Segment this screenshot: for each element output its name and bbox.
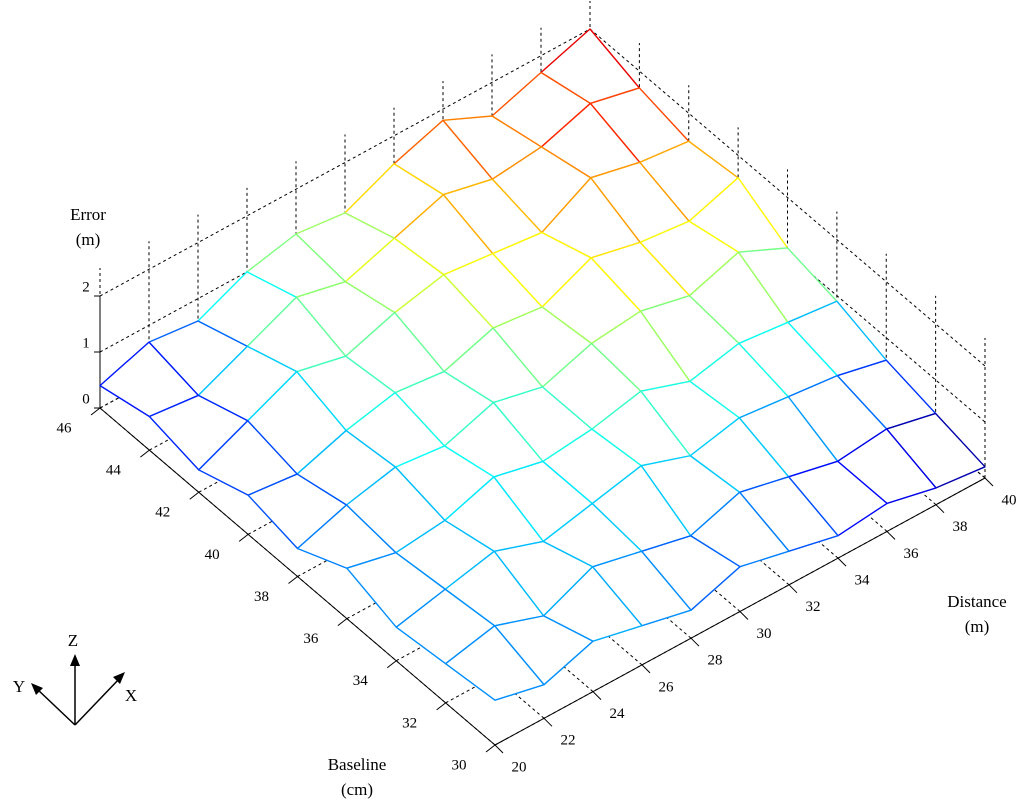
x-axis-label: Distance [947, 592, 1006, 611]
y-tick [90, 407, 101, 416]
y-tick-label: 34 [353, 673, 369, 689]
z-tick-label: 2 [82, 279, 90, 295]
y-tick-label: 36 [303, 631, 319, 647]
x-tick-label: 22 [561, 733, 576, 749]
y-tick-label: 42 [155, 505, 170, 521]
x-tick-label: 34 [855, 573, 871, 589]
y-tick-label: 44 [106, 463, 122, 479]
y-tick [337, 618, 348, 627]
arrow [31, 683, 43, 695]
x-tick-label: 36 [904, 546, 920, 562]
indicator-y-label: Y [13, 677, 25, 696]
x-tick [788, 584, 798, 594]
x-tick [641, 664, 651, 674]
x-tick [690, 637, 700, 647]
y-tick [386, 660, 397, 669]
x-tick-label: 30 [757, 626, 772, 642]
x-tick-label: 20 [512, 759, 527, 775]
x-tick [935, 504, 945, 514]
y-tick-label: 32 [402, 715, 417, 731]
x-tick-label: 26 [659, 679, 675, 695]
x-tick-label: 32 [806, 599, 821, 615]
y-tick [189, 491, 200, 500]
axes-indicator: Z Y X [13, 631, 137, 726]
y-tick-label: 46 [57, 420, 73, 436]
y-tick [436, 702, 446, 711]
x-tick-label: 40 [1002, 492, 1017, 508]
z-tick-label: 1 [82, 335, 90, 351]
y-axis-label: Baseline [328, 755, 387, 774]
grid-line [589, 28, 986, 367]
x-tick [886, 531, 896, 540]
surface-patch [444, 625, 545, 701]
y-tick [140, 449, 150, 458]
y-tick-label: 30 [452, 757, 467, 773]
indicator-x-label: X [125, 686, 137, 705]
y-tick-label: 40 [205, 547, 220, 563]
arrow [70, 654, 80, 666]
z-axis-label: Error [70, 205, 106, 224]
x-tick [739, 611, 749, 620]
y-tick [238, 533, 249, 542]
indicator-y [35, 687, 76, 726]
x-tick-label: 28 [708, 653, 723, 669]
x-tick [984, 477, 994, 487]
arrow [113, 672, 125, 684]
x-tick [592, 691, 602, 700]
x-axis-label: (m) [965, 617, 990, 636]
x-tick-label: 38 [953, 519, 968, 535]
indicator-x [74, 677, 121, 726]
y-tick [485, 744, 496, 753]
y-axis-label: (cm) [341, 780, 373, 799]
y-tick [288, 576, 298, 584]
x-tick [494, 744, 504, 754]
x-tick [543, 717, 553, 727]
y-tick-label: 38 [254, 589, 269, 605]
indicator-z-label: Z [68, 631, 78, 650]
x-tick-label: 24 [610, 706, 626, 722]
z-axis-label: (m) [76, 230, 101, 249]
z-tick-label: 0 [82, 391, 90, 407]
x-tick [837, 557, 847, 567]
